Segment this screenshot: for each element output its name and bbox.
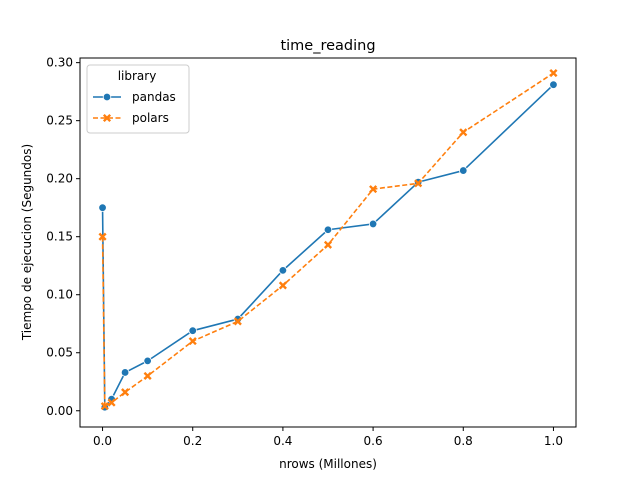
data-point-polars xyxy=(98,232,107,241)
x-axis-label: nrows (Millones) xyxy=(279,457,377,471)
y-tick-label: 0.05 xyxy=(46,346,73,360)
y-tick-label: 0.20 xyxy=(46,172,73,186)
legend-entries: pandas polars xyxy=(93,90,176,125)
legend-title: library xyxy=(118,69,157,83)
data-point-polars xyxy=(323,240,333,249)
x-tick-label: 0.8 xyxy=(454,434,473,448)
series-polars xyxy=(98,69,558,411)
data-point-polars xyxy=(369,185,378,194)
legend-box xyxy=(86,64,190,134)
data-point-pandas xyxy=(459,166,468,175)
chart-title: time_reading xyxy=(280,38,375,54)
x-tick-label: 0.4 xyxy=(273,434,292,448)
data-point-pandas xyxy=(98,203,107,212)
legend: library pandas polars xyxy=(86,64,190,134)
y-tick-label: 0.10 xyxy=(46,288,73,302)
y-tick-label: 0.00 xyxy=(46,404,73,418)
legend-marker xyxy=(102,113,112,123)
data-point-pandas xyxy=(188,326,197,335)
data-point-polars xyxy=(414,179,423,188)
y-tick-label: 0.30 xyxy=(46,56,73,70)
y-axis-ticks: 0.00 0.05 0.10 0.15 0.20 0.25 0.30 xyxy=(46,56,80,418)
data-point-polars xyxy=(143,371,152,380)
y-tick-label: 0.15 xyxy=(46,230,73,244)
legend-label: polars xyxy=(132,111,169,125)
y-axis-label: Tiempo de ejecucion (Segundos) xyxy=(20,144,34,341)
axes-frame xyxy=(79,57,577,428)
y-tick-label: 0.25 xyxy=(46,114,73,128)
x-tick-label: 1.0 xyxy=(544,434,563,448)
legend-marker xyxy=(102,92,112,102)
data-point-polars xyxy=(459,128,468,137)
legend-label: pandas xyxy=(132,90,176,104)
x-axis-ticks: 0.0 0.2 0.4 0.6 0.8 1.0 xyxy=(93,427,563,448)
data-point-polars xyxy=(188,337,197,346)
data-point-polars xyxy=(549,69,558,78)
data-point-pandas xyxy=(120,368,130,377)
data-point-polars xyxy=(233,317,242,326)
legend-item-pandas: pandas xyxy=(93,90,176,104)
data-point-pandas xyxy=(143,356,152,366)
data-point-polars xyxy=(100,402,109,411)
legend-item-polars: polars xyxy=(93,111,169,125)
plot-area xyxy=(98,69,558,412)
data-point-polars xyxy=(278,281,287,290)
data-point-pandas xyxy=(368,219,378,229)
data-point-polars xyxy=(121,388,130,397)
x-tick-label: 0.0 xyxy=(93,434,112,448)
x-tick-label: 0.6 xyxy=(364,434,383,448)
data-point-pandas xyxy=(323,225,333,234)
data-point-polars xyxy=(107,398,116,407)
x-tick-label: 0.2 xyxy=(183,434,202,448)
data-point-pandas xyxy=(278,266,288,275)
data-point-pandas xyxy=(549,80,558,89)
